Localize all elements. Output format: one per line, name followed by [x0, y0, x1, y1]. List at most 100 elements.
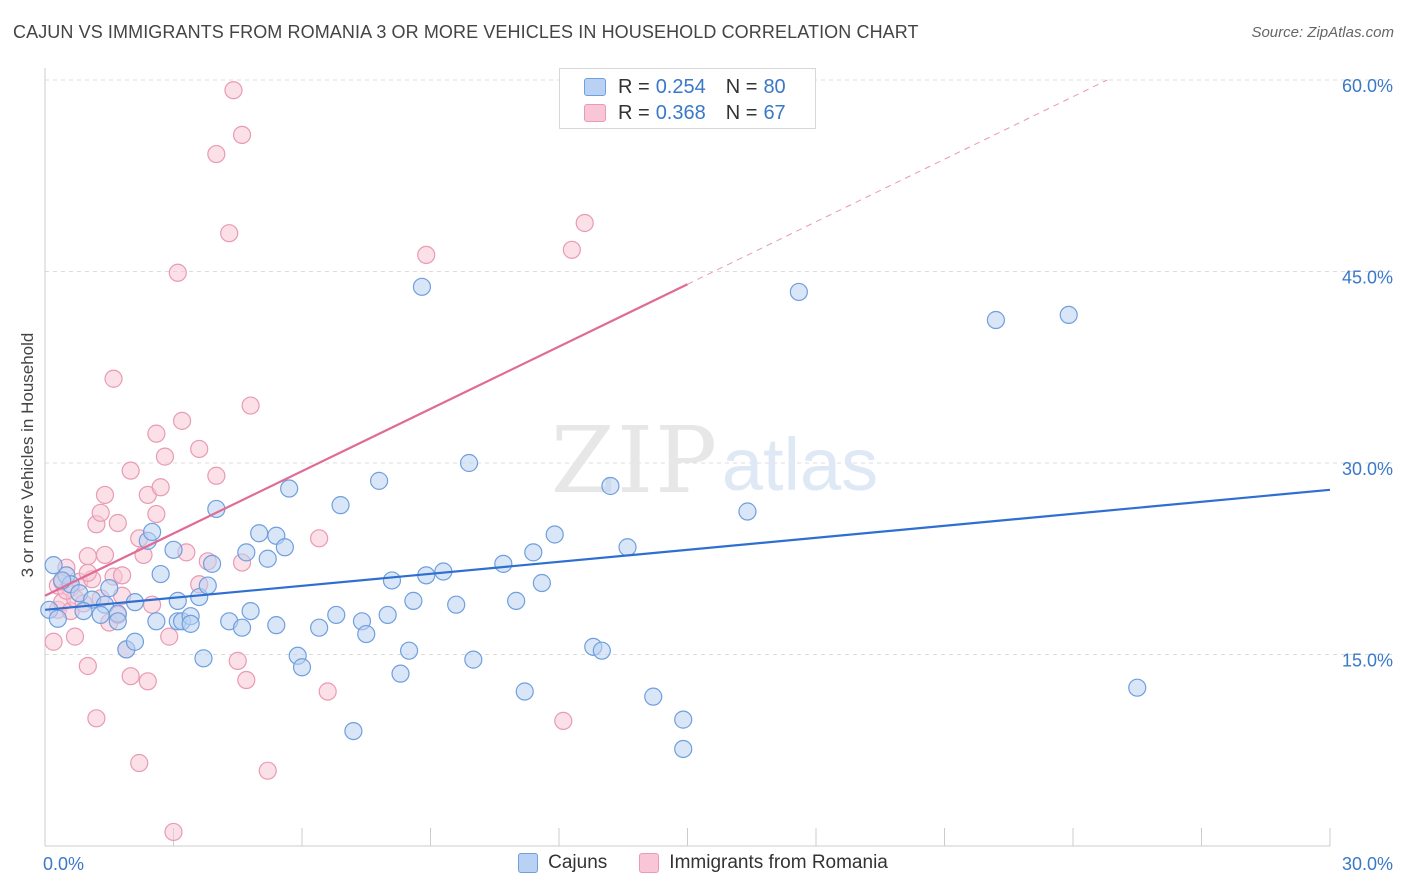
- y-tick-label: 30.0%: [1342, 459, 1393, 479]
- y-tick-label: 15.0%: [1342, 651, 1393, 671]
- trend-extension-romania: [687, 79, 1108, 285]
- point-romania: [224, 81, 243, 100]
- point-cajun: [100, 579, 119, 598]
- point-cajun: [382, 571, 402, 590]
- point-romania: [138, 672, 157, 691]
- point-cajun: [147, 612, 166, 631]
- legend-r-value: 0.368: [655, 101, 706, 124]
- legend-row-cajun: R = 0.254 N = 80: [584, 75, 786, 99]
- point-romania: [87, 709, 106, 728]
- legend-label-cajuns: Cajuns: [548, 852, 608, 873]
- point-romania: [95, 485, 115, 505]
- point-romania: [228, 651, 247, 670]
- trend-line-romania: [44, 283, 688, 597]
- point-romania: [232, 125, 252, 144]
- point-cajun: [592, 641, 611, 660]
- point-cajun: [618, 538, 637, 557]
- point-romania: [65, 627, 85, 646]
- point-cajun: [91, 605, 110, 625]
- point-romania: [318, 682, 337, 701]
- point-cajun: [412, 277, 432, 296]
- point-romania: [147, 424, 166, 443]
- point-cajun: [391, 664, 410, 683]
- point-cajun: [524, 543, 543, 562]
- point-romania: [147, 504, 166, 524]
- point-romania: [241, 396, 260, 415]
- point-cajun: [464, 650, 483, 669]
- point-cajun: [532, 573, 551, 593]
- point-romania: [554, 711, 573, 730]
- stats-legend: R = 0.254 N = 80 R = 0.368 N = 67: [559, 68, 816, 129]
- point-romania: [207, 144, 226, 164]
- point-romania: [44, 632, 63, 651]
- point-cajun: [986, 310, 1006, 330]
- point-romania: [164, 822, 183, 842]
- point-romania: [310, 529, 329, 548]
- point-cajun: [292, 658, 312, 677]
- point-romania: [160, 627, 179, 646]
- point-cajun: [399, 641, 419, 660]
- source-note: Source: ZipAtlas.com: [1251, 24, 1394, 41]
- point-cajun: [202, 554, 222, 573]
- point-cajun: [674, 710, 693, 729]
- legend-n-value: 80: [763, 75, 786, 98]
- point-cajun: [280, 479, 299, 498]
- point-romania: [190, 439, 209, 459]
- point-cajun: [789, 282, 808, 302]
- point-cajun: [310, 618, 329, 637]
- point-romania: [155, 447, 175, 466]
- y-tick-label: 45.0%: [1342, 268, 1393, 288]
- legend-item-cajuns: Cajuns: [518, 852, 607, 874]
- point-romania: [112, 566, 132, 585]
- point-cajun: [494, 554, 513, 573]
- point-romania: [78, 656, 97, 676]
- legend-swatch-romania: [639, 853, 660, 873]
- watermark-atlas: atlas: [722, 423, 878, 506]
- point-cajun: [125, 632, 145, 651]
- series-romania-points: [44, 81, 594, 842]
- legend-n-label: N =: [725, 101, 758, 124]
- point-cajun: [327, 605, 346, 625]
- point-cajun: [357, 624, 376, 644]
- point-cajun: [507, 591, 526, 610]
- point-romania: [104, 369, 123, 388]
- point-romania: [121, 461, 140, 480]
- point-romania: [151, 478, 170, 497]
- point-cajun: [258, 549, 277, 568]
- legend-item-romania: Immigrants from Romania: [639, 852, 888, 874]
- point-romania: [78, 547, 97, 566]
- point-romania: [130, 753, 149, 773]
- point-cajun: [237, 543, 256, 562]
- point-cajun: [267, 616, 286, 635]
- point-romania: [121, 667, 140, 686]
- point-cajun: [404, 591, 423, 610]
- chart-title: CAJUN VS IMMIGRANTS FROM ROMANIA 3 OR MO…: [13, 22, 919, 42]
- legend-r-label: R =: [618, 75, 650, 98]
- point-cajun: [142, 522, 162, 542]
- point-cajun: [44, 556, 63, 575]
- y-tick-label: 60.0%: [1342, 76, 1393, 96]
- point-cajun: [151, 564, 170, 584]
- trend-line-cajun: [44, 488, 1331, 611]
- point-cajun: [181, 614, 200, 633]
- point-cajun: [48, 609, 67, 628]
- point-romania: [562, 240, 581, 259]
- point-cajun: [515, 682, 534, 701]
- legend-n-value: 67: [763, 101, 786, 124]
- series-legend: Cajuns Immigrants from Romania: [0, 852, 1406, 874]
- point-cajun: [1059, 305, 1078, 325]
- point-cajun: [108, 612, 127, 631]
- point-romania: [237, 670, 256, 690]
- point-romania: [91, 503, 110, 522]
- axes: [44, 68, 1331, 847]
- point-cajun: [378, 605, 397, 625]
- point-romania: [220, 224, 239, 243]
- point-cajun: [644, 687, 663, 706]
- point-cajun: [1128, 678, 1147, 697]
- watermark-zip: ZIP: [551, 407, 719, 514]
- point-cajun: [168, 591, 187, 610]
- point-cajun: [275, 538, 294, 557]
- point-romania: [417, 245, 436, 265]
- point-cajun: [370, 471, 389, 490]
